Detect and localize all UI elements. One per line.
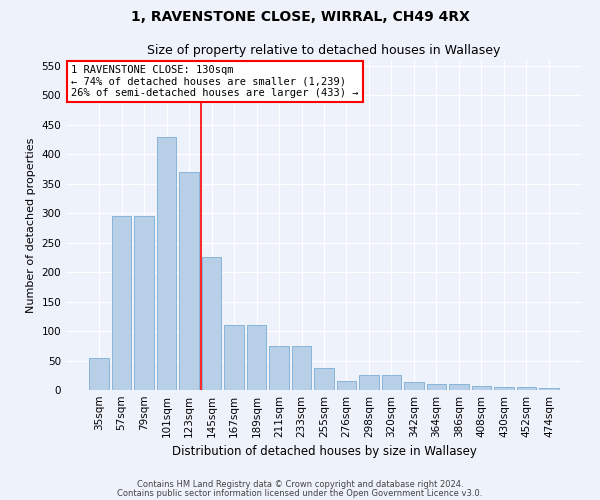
Bar bbox=[539, 388, 559, 390]
Y-axis label: Number of detached properties: Number of detached properties bbox=[26, 138, 36, 312]
Bar bbox=[337, 381, 356, 390]
Bar bbox=[314, 368, 334, 390]
Text: Contains public sector information licensed under the Open Government Licence v3: Contains public sector information licen… bbox=[118, 488, 482, 498]
Bar bbox=[247, 325, 266, 390]
Bar bbox=[269, 346, 289, 390]
Bar bbox=[449, 384, 469, 390]
Bar bbox=[494, 387, 514, 390]
Bar bbox=[382, 376, 401, 390]
X-axis label: Distribution of detached houses by size in Wallasey: Distribution of detached houses by size … bbox=[172, 446, 476, 458]
Bar bbox=[404, 382, 424, 390]
Bar bbox=[112, 216, 131, 390]
Title: Size of property relative to detached houses in Wallasey: Size of property relative to detached ho… bbox=[148, 44, 500, 58]
Bar bbox=[179, 172, 199, 390]
Bar bbox=[202, 258, 221, 390]
Bar bbox=[157, 136, 176, 390]
Bar bbox=[292, 346, 311, 390]
Bar bbox=[472, 386, 491, 390]
Bar bbox=[224, 325, 244, 390]
Text: Contains HM Land Registry data © Crown copyright and database right 2024.: Contains HM Land Registry data © Crown c… bbox=[137, 480, 463, 489]
Text: 1 RAVENSTONE CLOSE: 130sqm
← 74% of detached houses are smaller (1,239)
26% of s: 1 RAVENSTONE CLOSE: 130sqm ← 74% of deta… bbox=[71, 65, 359, 98]
Bar bbox=[134, 216, 154, 390]
Text: 1, RAVENSTONE CLOSE, WIRRAL, CH49 4RX: 1, RAVENSTONE CLOSE, WIRRAL, CH49 4RX bbox=[131, 10, 469, 24]
Bar bbox=[427, 384, 446, 390]
Bar bbox=[89, 358, 109, 390]
Bar bbox=[517, 387, 536, 390]
Bar bbox=[359, 376, 379, 390]
